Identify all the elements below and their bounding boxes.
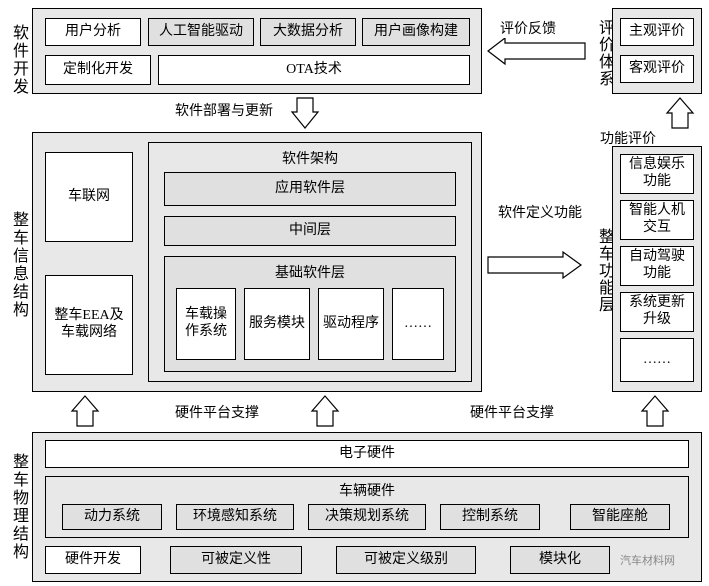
power-box: 动力系统 [62,504,162,530]
v-hw-title: 车辆硬件 [45,480,689,500]
subjective-box: 主观评价 [620,18,694,46]
update-box: 系统更新升级 [620,292,694,332]
mid-layer-box: 中间层 [164,216,456,246]
hmi-box: 智能人机交互 [620,200,694,240]
os-box: 车载操作系统 [176,288,236,360]
autodrive-box: 自动驾驶功能 [620,246,694,286]
more2-box: …… [620,338,694,382]
hw-support-arrow-1 [70,394,100,429]
def-level-box: 可被定义级别 [336,546,476,574]
deploy-arrow [290,96,320,131]
sw-def-func-arrow [485,250,585,280]
sw-arch-title: 软件架构 [148,148,472,168]
eea-box: 整车EEA及车载网络 [45,275,133,375]
cockpit-box: 智能座舱 [570,504,670,530]
app-layer-box: 应用软件层 [164,172,456,206]
env-box: 环境感知系统 [176,504,294,530]
modular-box: 模块化 [510,546,610,574]
definable-box: 可被定义性 [170,546,302,574]
hw-dev-box: 硬件开发 [45,546,141,574]
driver-box: 驱动程序 [318,288,384,360]
ota-box: OTA技术 [158,55,470,85]
hw-support-arrow-3 [640,394,670,429]
watermark: 汽车材料网 [620,552,675,568]
e-hw-box: 电子硬件 [45,440,689,468]
sw-def-func-text: 软件定义功能 [498,205,532,223]
user-analysis-box: 用户分析 [45,18,141,46]
more1-box: …… [392,288,444,360]
func-eval-arrow [665,96,695,131]
hw-support-label-1: 硬件平台支撑 [175,402,259,422]
service-box: 服务模块 [244,288,310,360]
sw-def-func-label: 软件定义功能 [495,205,535,223]
feedback-label: 评价反馈 [500,18,556,38]
phys-struct-label: 整车物理结构 [6,442,30,572]
func-eval-label: 功能评价 [600,128,656,148]
objective-box: 客观评价 [620,55,694,83]
base-layer-title: 基础软件层 [164,262,456,282]
custom-dev-box: 定制化开发 [45,55,151,85]
sw-dev-label: 软件开发 [6,20,30,100]
decision-box: 决策规划系统 [308,504,426,530]
control-box: 控制系统 [440,504,540,530]
feedback-arrow [485,38,590,68]
hw-support-arrow-2 [310,394,340,429]
iov-box: 车联网 [45,152,133,242]
infotainment-box: 信息娱乐功能 [620,154,694,194]
deploy-label: 软件部署与更新 [175,100,273,120]
hw-support-label-2: 硬件平台支撑 [470,402,554,422]
info-struct-label: 整车信息结构 [6,200,30,330]
bigdata-box: 大数据分析 [260,18,356,46]
ai-driven-box: 人工智能驱动 [148,18,254,46]
user-portrait-box: 用户画像构建 [362,18,470,46]
